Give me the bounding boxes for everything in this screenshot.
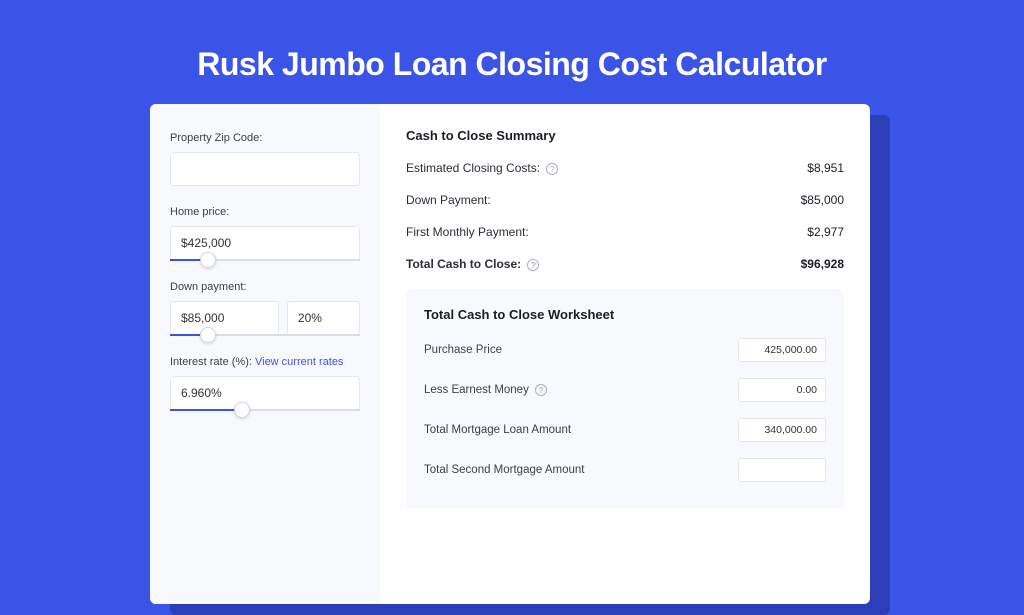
summary-row-label: Down Payment:	[406, 193, 491, 207]
worksheet-row-value[interactable]: 0.00	[738, 378, 826, 402]
page-title: Rusk Jumbo Loan Closing Cost Calculator	[0, 0, 1024, 83]
inputs-panel: Property Zip Code: Home price: Down paym…	[150, 104, 380, 604]
worksheet-row: Total Mortgage Loan Amount 340,000.00	[424, 418, 826, 442]
zip-input[interactable]	[170, 152, 360, 186]
home-price-label: Home price:	[170, 206, 360, 218]
worksheet-row: Total Second Mortgage Amount	[424, 458, 826, 482]
info-icon[interactable]: ?	[527, 259, 539, 271]
worksheet-row: Less Earnest Money ? 0.00	[424, 378, 826, 402]
down-payment-pct-input[interactable]	[287, 301, 360, 335]
view-rates-link[interactable]: View current rates	[255, 356, 343, 368]
home-price-field: Home price:	[170, 206, 360, 261]
summary-title: Cash to Close Summary	[406, 128, 844, 143]
summary-row-label: First Monthly Payment:	[406, 225, 529, 239]
info-icon[interactable]: ?	[535, 384, 547, 396]
calculator-card: Property Zip Code: Home price: Down paym…	[150, 104, 870, 604]
summary-row: Down Payment: $85,000	[406, 193, 844, 207]
worksheet-panel: Total Cash to Close Worksheet Purchase P…	[406, 289, 844, 508]
worksheet-row-value[interactable]: 340,000.00	[738, 418, 826, 442]
interest-rate-slider-thumb[interactable]	[234, 402, 250, 418]
summary-total-row: Total Cash to Close: ? $96,928	[406, 257, 844, 271]
down-payment-amount-input[interactable]	[170, 301, 279, 335]
home-price-slider-thumb[interactable]	[200, 252, 216, 268]
down-payment-slider[interactable]	[170, 334, 360, 336]
interest-rate-label: Interest rate (%): View current rates	[170, 356, 360, 368]
interest-rate-label-text: Interest rate (%):	[170, 356, 252, 368]
zip-label: Property Zip Code:	[170, 132, 360, 144]
down-payment-label: Down payment:	[170, 281, 360, 293]
worksheet-row-value[interactable]: 425,000.00	[738, 338, 826, 362]
zip-field: Property Zip Code:	[170, 132, 360, 186]
summary-row-value: $2,977	[807, 225, 844, 239]
worksheet-row-label: Total Second Mortgage Amount	[424, 464, 584, 476]
summary-row: Estimated Closing Costs: ? $8,951	[406, 161, 844, 175]
down-payment-slider-thumb[interactable]	[200, 327, 216, 343]
interest-rate-slider[interactable]	[170, 409, 360, 411]
worksheet-row-value[interactable]	[738, 458, 826, 482]
info-icon[interactable]: ?	[546, 163, 558, 175]
results-panel: Cash to Close Summary Estimated Closing …	[380, 104, 870, 604]
summary-row-value: $8,951	[807, 161, 844, 175]
summary-total-value: $96,928	[801, 257, 844, 271]
home-price-slider[interactable]	[170, 259, 360, 261]
home-price-input[interactable]	[170, 226, 360, 260]
summary-total-label: Total Cash to Close: ?	[406, 257, 539, 271]
worksheet-row-label: Total Mortgage Loan Amount	[424, 424, 571, 436]
summary-row-label: Estimated Closing Costs: ?	[406, 161, 558, 175]
summary-row-value: $85,000	[801, 193, 844, 207]
summary-row: First Monthly Payment: $2,977	[406, 225, 844, 239]
interest-rate-field: Interest rate (%): View current rates	[170, 356, 360, 411]
interest-rate-input[interactable]	[170, 376, 360, 410]
worksheet-row-label: Purchase Price	[424, 344, 502, 356]
worksheet-row: Purchase Price 425,000.00	[424, 338, 826, 362]
down-payment-field: Down payment:	[170, 281, 360, 336]
worksheet-title: Total Cash to Close Worksheet	[424, 307, 826, 322]
worksheet-row-label: Less Earnest Money ?	[424, 384, 547, 396]
